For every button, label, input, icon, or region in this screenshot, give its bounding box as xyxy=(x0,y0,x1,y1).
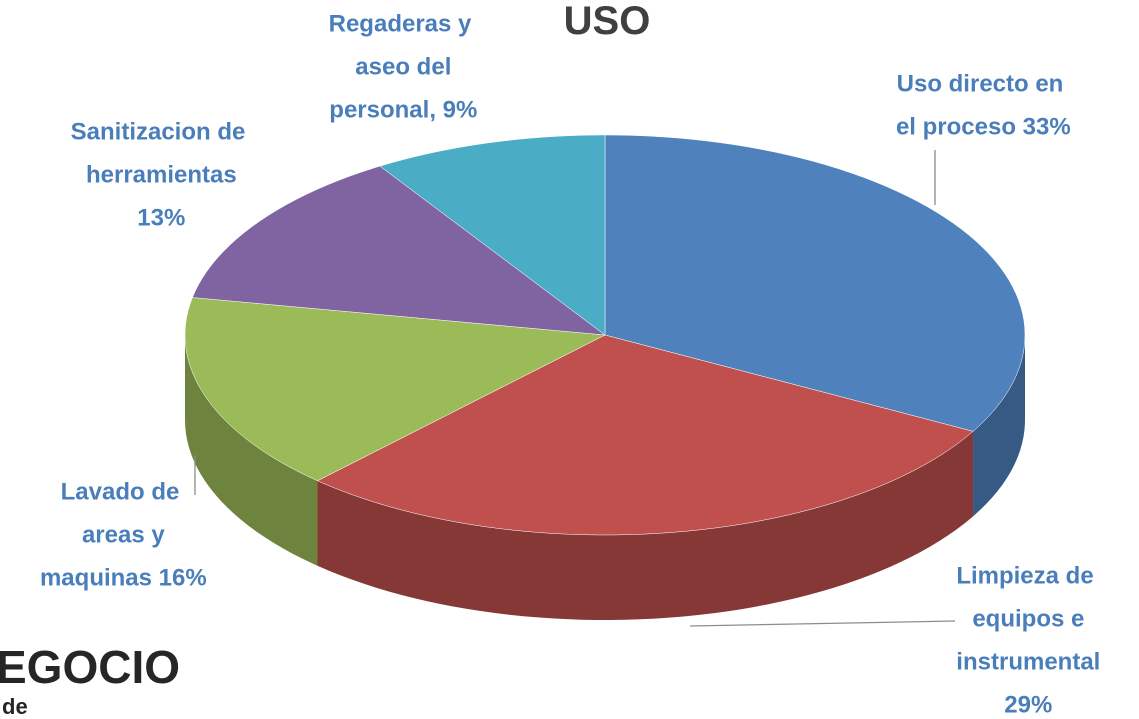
pie-slice-side xyxy=(185,335,318,566)
cut-off-text: de xyxy=(2,694,28,719)
data-label: Lavado de areas y maquinas 16% xyxy=(33,478,206,591)
pie xyxy=(184,134,1026,620)
leader-line xyxy=(689,620,956,627)
data-label: Uso directo en el proceso 33% xyxy=(889,70,1070,140)
pie-slice xyxy=(604,134,1026,432)
pie-slice-side xyxy=(317,431,974,620)
pie-slice xyxy=(379,134,606,336)
data-label: Limpieza de equipos e instrumental 29% xyxy=(950,562,1101,718)
cut-off-title: EGOCIO xyxy=(0,641,180,693)
chart-title: USO xyxy=(564,0,651,43)
pie-slice-side xyxy=(973,335,1025,517)
pie-slice xyxy=(192,165,606,336)
pie-slice xyxy=(184,297,606,482)
data-label: Regaderas y aseo del personal, 9% xyxy=(323,10,478,123)
data-label: Sanitizacion de herramientas 13% xyxy=(71,118,246,231)
pie-slice xyxy=(316,334,974,536)
